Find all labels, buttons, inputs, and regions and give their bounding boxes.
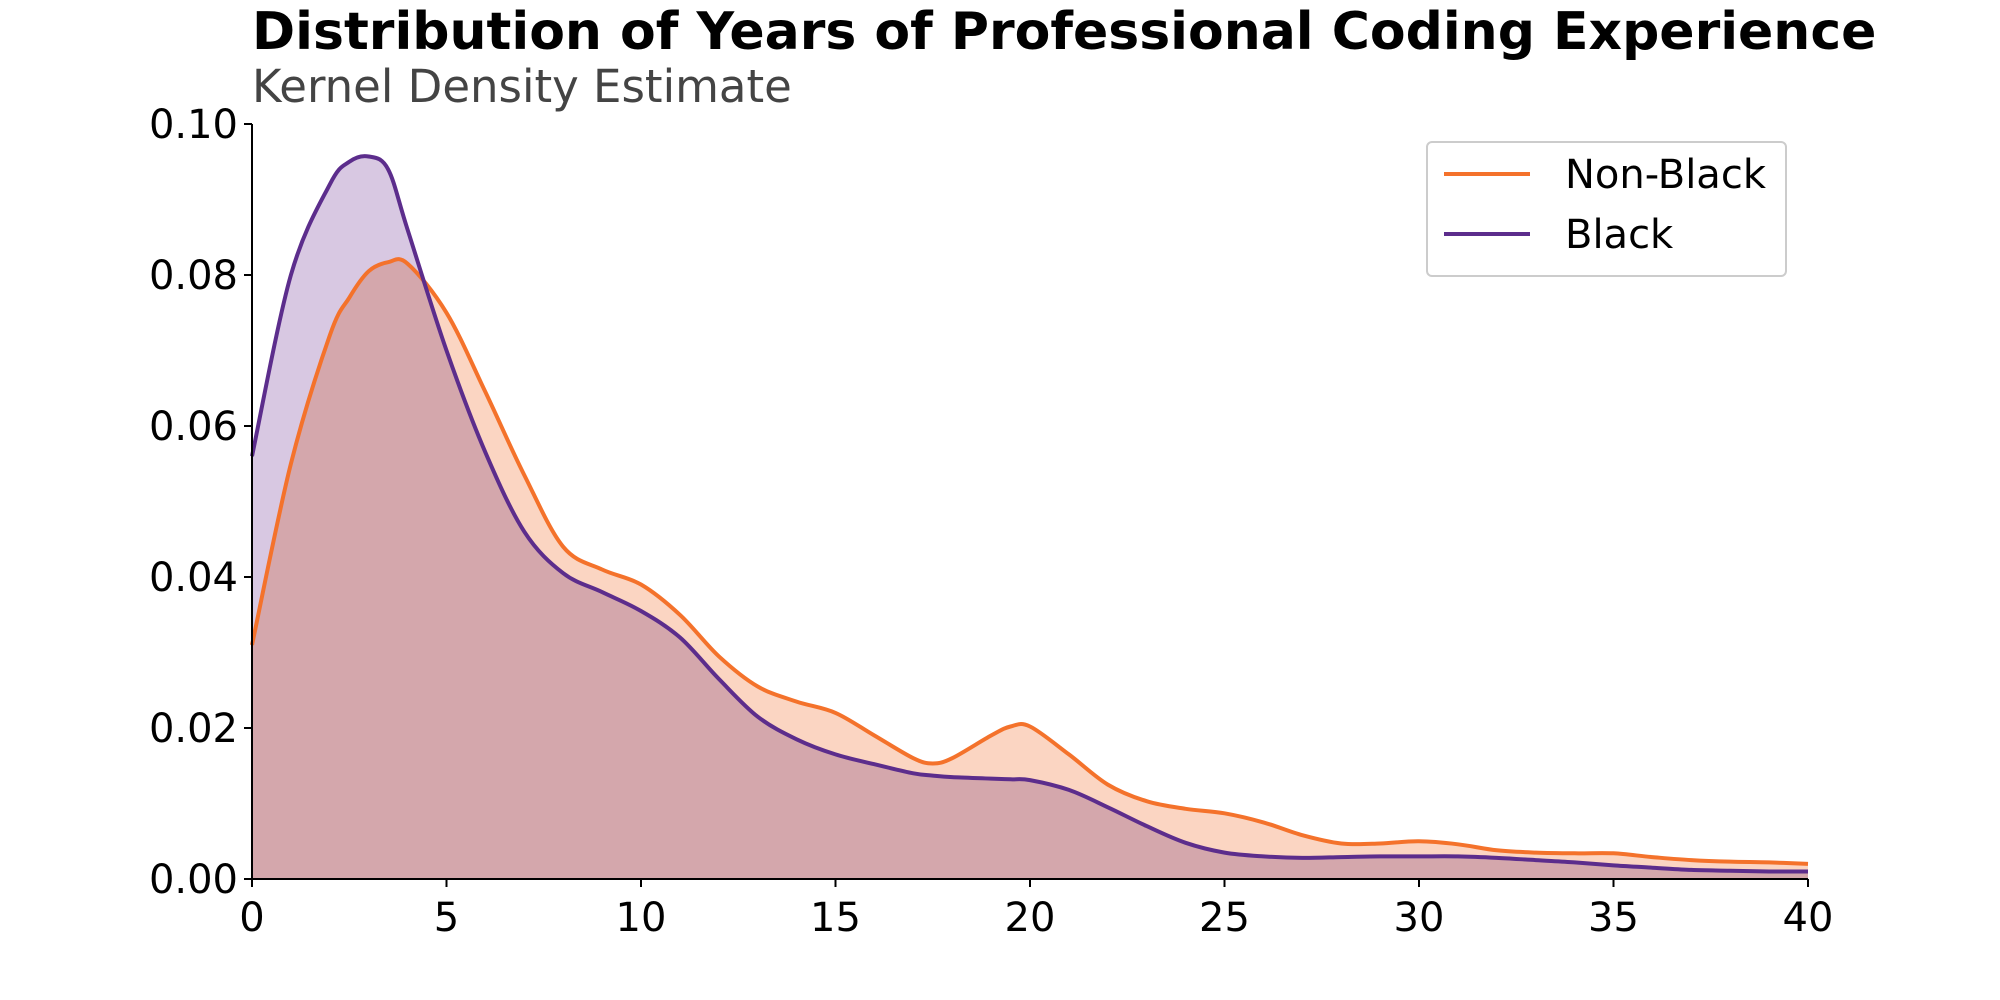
chart-title: Distribution of Years of Professional Co… <box>252 2 1877 62</box>
x-tick-label: 30 <box>1394 895 1445 941</box>
x-tick-label: 5 <box>434 895 459 941</box>
x-tick-label: 25 <box>1199 895 1250 941</box>
x-tick-label: 10 <box>616 895 667 941</box>
density-areas <box>252 156 1808 880</box>
legend-label-black: Black <box>1565 212 1674 258</box>
x-tick-label: 15 <box>810 895 861 941</box>
y-tick-label: 0.10 <box>149 102 238 148</box>
chart-subtitle: Kernel Density Estimate <box>252 60 792 113</box>
density-lines <box>250 154 1809 874</box>
y-tick-label: 0.06 <box>149 404 238 450</box>
line-non-black <box>250 257 1809 866</box>
legend: Non-Black Black <box>1426 141 1787 277</box>
area-black <box>252 156 1808 880</box>
y-tick-label: 0.02 <box>149 706 238 752</box>
x-tick-label: 35 <box>1588 895 1639 941</box>
x-tick-label: 0 <box>239 895 264 941</box>
y-tick-label: 0.08 <box>149 253 238 299</box>
x-tick-label: 20 <box>1005 895 1056 941</box>
axes: 0 5 10 15 20 25 30 35 40 0.00 0.02 0.04 0.06 0.08 0.10 <box>149 102 1834 941</box>
x-tick-label: 40 <box>1783 895 1834 941</box>
legend-label-non-black: Non-Black <box>1565 152 1767 198</box>
y-tick-label: 0.00 <box>149 857 238 903</box>
y-tick-label: 0.04 <box>149 555 238 601</box>
line-black <box>250 154 1809 874</box>
